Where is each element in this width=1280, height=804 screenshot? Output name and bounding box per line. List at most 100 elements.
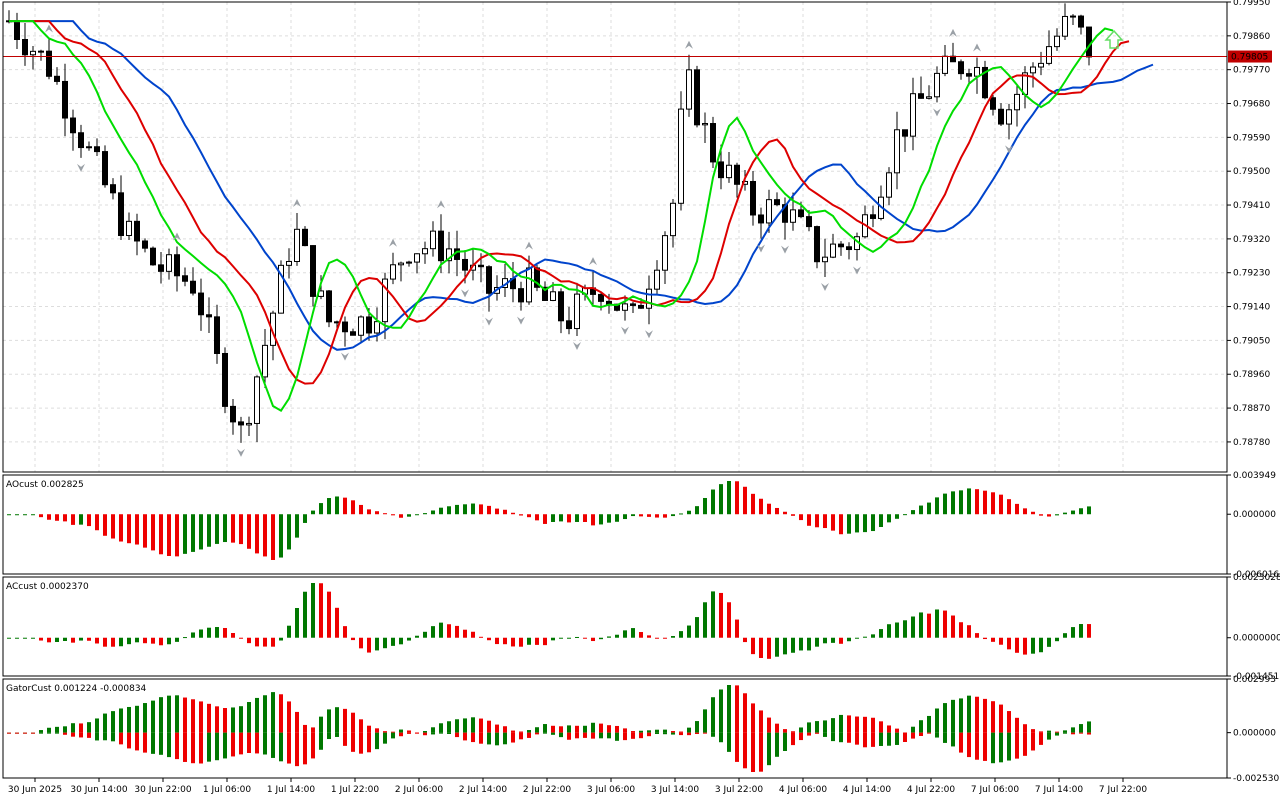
histogram-bar	[151, 637, 155, 644]
gator-lower-bar	[431, 732, 435, 735]
gator-lower-bar	[343, 732, 347, 746]
histogram-bar	[303, 514, 307, 523]
candle-body	[86, 146, 92, 149]
gator-lower-bar	[247, 732, 251, 753]
histogram-bar	[367, 509, 371, 515]
histogram-bar	[543, 637, 547, 646]
fractal-down-arrow	[237, 448, 245, 457]
histogram-bar	[423, 513, 427, 515]
histogram-bar	[183, 514, 187, 554]
histogram-bar	[311, 510, 315, 515]
gator-upper-bar	[799, 727, 803, 733]
gator-lower-bar	[591, 732, 595, 739]
gator-upper-bar	[783, 729, 787, 733]
gator-upper-bar	[1031, 729, 1035, 733]
histogram-bar	[407, 514, 411, 517]
panel-frame	[2, 576, 1228, 677]
histogram-bar	[855, 637, 859, 639]
histogram-bar	[663, 514, 667, 518]
price-tick-label: 0.78780	[1233, 438, 1270, 448]
gator-upper-bar	[831, 718, 835, 733]
histogram-bar	[167, 514, 171, 556]
gator-lower-bar	[1055, 732, 1059, 736]
candle-body	[1038, 62, 1044, 68]
histogram-bar	[95, 514, 99, 531]
gator-upper-bar	[47, 727, 51, 733]
candle-body	[326, 290, 332, 323]
histogram-bar	[519, 637, 523, 647]
gator-upper-bar	[775, 723, 779, 733]
histogram-bar	[271, 637, 275, 647]
histogram-bar	[1007, 637, 1011, 650]
histogram-bar	[95, 637, 99, 644]
panel-frame	[2, 678, 1228, 779]
time-tick-label: 4 Jul 14:00	[843, 785, 892, 795]
gator-upper-bar	[943, 703, 947, 733]
fractal-down-arrow	[341, 352, 349, 361]
histogram-bar	[343, 497, 347, 515]
candle-body	[830, 243, 836, 258]
candle-body	[702, 123, 708, 126]
candle-body	[214, 316, 220, 354]
histogram-bar	[1079, 508, 1083, 515]
histogram-bar	[319, 583, 323, 638]
gator-upper-bar	[655, 729, 659, 733]
gator-upper-bar	[39, 730, 43, 733]
gator-lower-bar	[135, 732, 139, 751]
histogram-bar	[127, 514, 131, 544]
histogram-bar	[79, 514, 83, 525]
histogram-bar	[111, 637, 115, 647]
candle-body	[838, 243, 844, 248]
histogram-bar	[463, 629, 467, 638]
price-tick-label: 0.79860	[1233, 32, 1270, 42]
candle-body	[118, 192, 124, 237]
candle-body	[414, 253, 420, 263]
candle-body	[550, 291, 556, 301]
candle-body	[358, 316, 364, 336]
histogram-bar	[391, 514, 395, 516]
histogram-bar	[943, 610, 947, 638]
histogram-bar	[967, 488, 971, 515]
gator-lower-bar	[607, 732, 611, 739]
histogram-bar	[767, 503, 771, 515]
histogram-bar	[655, 637, 659, 639]
histogram-bar	[327, 591, 331, 638]
gator-lower-bar	[167, 732, 171, 758]
histogram-bar	[775, 507, 779, 515]
histogram-bar	[887, 514, 891, 523]
histogram-bar	[431, 626, 435, 638]
candle-body	[942, 55, 948, 74]
candle-body	[934, 72, 940, 98]
gator-upper-bar	[79, 723, 83, 733]
candle-body	[390, 264, 396, 280]
gator-lower-bar	[519, 732, 523, 740]
gator-upper-bar	[823, 720, 827, 733]
histogram-bar	[39, 514, 43, 518]
gator-lower-bar	[759, 732, 763, 772]
fractal-down-arrow	[573, 341, 581, 350]
histogram-bar	[471, 503, 475, 515]
gator-lower-bar	[679, 732, 683, 736]
candle-body	[422, 248, 428, 255]
gator-upper-bar	[311, 727, 315, 733]
histogram-bar	[855, 514, 859, 533]
gator-lower-bar	[471, 732, 475, 743]
gator-upper-bar	[343, 708, 347, 733]
candle-body	[174, 254, 180, 277]
gator-lower-bar	[943, 732, 947, 743]
histogram-bar	[975, 489, 979, 515]
gator-lower-bar	[543, 732, 547, 734]
histogram-bar	[407, 637, 411, 641]
gator-upper-bar	[583, 725, 587, 733]
histogram-bar	[751, 637, 755, 655]
time-tick-label: 3 Jul 06:00	[587, 785, 636, 795]
histogram-bar	[1047, 637, 1051, 647]
gator-lower-bar	[583, 732, 587, 738]
histogram-bar	[559, 514, 563, 522]
candle-body	[966, 73, 972, 77]
histogram-bar	[103, 637, 107, 647]
candle-body	[294, 228, 300, 262]
gator-lower-bar	[847, 732, 851, 743]
gator-upper-bar	[199, 701, 203, 733]
